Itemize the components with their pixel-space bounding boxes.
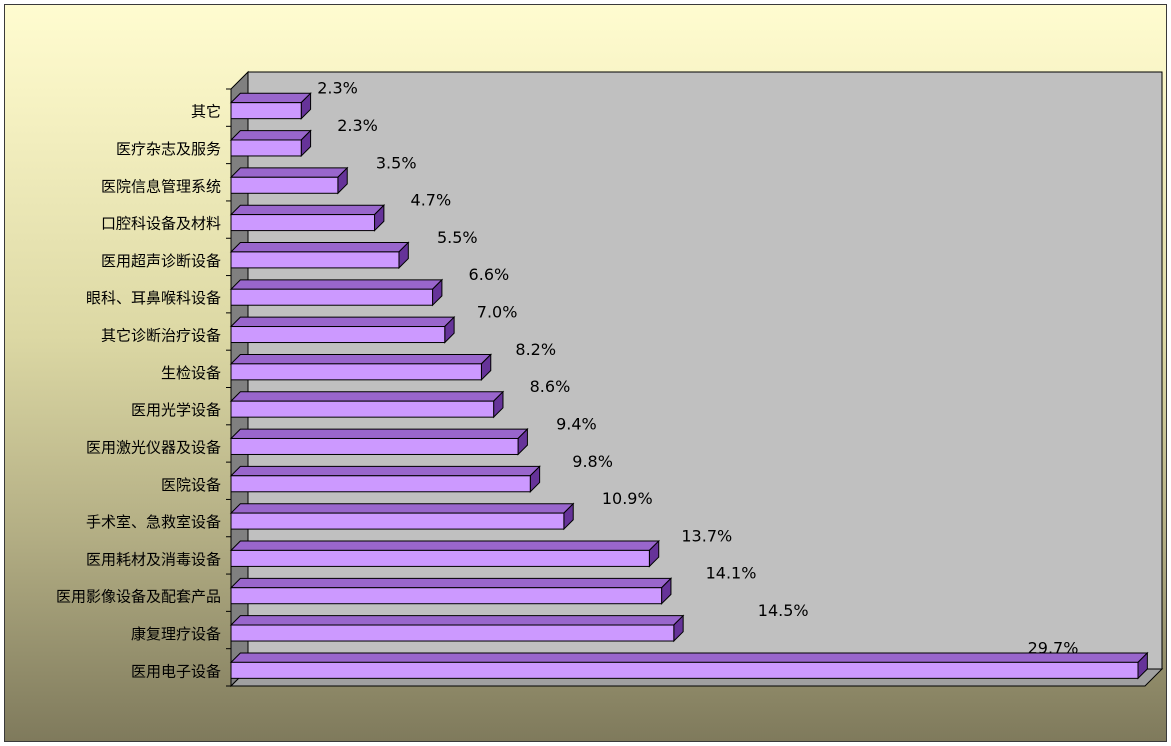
bar-5 bbox=[229, 465, 541, 493]
bar-front-face bbox=[230, 512, 565, 530]
category-label: 医用光学设备 bbox=[131, 401, 221, 419]
category-label: 医用超声诊断设备 bbox=[101, 252, 221, 270]
bar-top-face bbox=[229, 242, 410, 253]
category-label: 眼科、耳鼻喉科设备 bbox=[86, 289, 221, 307]
bar-10 bbox=[229, 278, 444, 307]
bar-11 bbox=[229, 241, 410, 270]
category-label: 医用耗材及消毒设备 bbox=[86, 550, 221, 568]
value-label: 6.6% bbox=[469, 265, 510, 284]
bar-8 bbox=[229, 353, 492, 382]
value-label: 4.7% bbox=[411, 191, 452, 210]
bar-6 bbox=[229, 427, 529, 456]
bar-front-face bbox=[230, 549, 650, 567]
chart-bars bbox=[229, 92, 1149, 680]
bar-front-face bbox=[230, 214, 376, 232]
bar-front-face bbox=[230, 363, 482, 381]
category-label: 口腔科设备及材料 bbox=[101, 215, 221, 233]
bar-13 bbox=[229, 166, 349, 195]
value-label: 10.9% bbox=[602, 489, 653, 508]
bar-15 bbox=[229, 92, 312, 120]
value-label: 5.5% bbox=[437, 228, 478, 247]
category-label: 医疗杂志及服务 bbox=[116, 140, 221, 158]
category-label: 其它诊断治疗设备 bbox=[101, 327, 221, 345]
bar-3 bbox=[229, 539, 660, 568]
bar-top-face bbox=[229, 130, 312, 141]
bar-9 bbox=[229, 315, 456, 344]
bar-4 bbox=[229, 502, 575, 531]
category-label: 医用影像设备及配套产品 bbox=[56, 588, 221, 606]
bar-front-face bbox=[230, 587, 663, 605]
category-label: 医用激光仪器及设备 bbox=[86, 438, 221, 456]
category-label: 医院设备 bbox=[161, 476, 221, 494]
category-label: 其它 bbox=[191, 103, 221, 121]
bar-14 bbox=[229, 129, 312, 158]
category-label: 康复理疗设备 bbox=[131, 625, 221, 643]
category-label: 手术室、急救室设备 bbox=[86, 513, 221, 531]
value-label: 2.3% bbox=[317, 79, 358, 98]
bar-top-face bbox=[229, 316, 456, 328]
bar-top-face bbox=[229, 353, 492, 365]
value-label: 14.5% bbox=[758, 601, 809, 620]
value-label: 7.0% bbox=[477, 303, 518, 322]
bar-1 bbox=[229, 614, 685, 643]
value-label: 3.5% bbox=[376, 153, 417, 172]
value-label: 29.7% bbox=[1028, 638, 1079, 657]
bar-top-face bbox=[229, 92, 312, 104]
bar-top-face bbox=[229, 503, 575, 514]
bar-front-face bbox=[230, 176, 339, 194]
chart-frame: 医用电子设备 康复理疗设备 医用影像设备及配套产品 医用耗材及消毒设备 手术室、急救室设… bbox=[4, 4, 1167, 742]
category-label: 医院信息管理系统 bbox=[101, 177, 221, 195]
value-label: 2.3% bbox=[337, 116, 378, 135]
bar-top-face bbox=[229, 167, 349, 178]
bar-7 bbox=[229, 390, 505, 419]
value-label: 9.4% bbox=[556, 414, 597, 433]
bar-front-face bbox=[230, 661, 1139, 679]
category-label: 生检设备 bbox=[161, 364, 221, 382]
bar-0 bbox=[229, 651, 1149, 680]
bar-front-face bbox=[230, 102, 302, 120]
bar-top-face bbox=[229, 465, 541, 477]
bar-top-face bbox=[229, 391, 505, 402]
bar-front-face bbox=[230, 624, 675, 642]
bar-top-face bbox=[229, 652, 1149, 663]
bar-top-face bbox=[229, 540, 660, 551]
bar-top-face bbox=[229, 428, 529, 439]
bar-top-face bbox=[229, 577, 673, 589]
category-label: 医用电子设备 bbox=[131, 662, 221, 680]
value-label: 14.1% bbox=[706, 564, 757, 583]
bar-front-face bbox=[230, 288, 434, 306]
bar-12 bbox=[229, 204, 386, 232]
value-label: 13.7% bbox=[681, 526, 732, 545]
value-label: 9.8% bbox=[572, 452, 613, 471]
bar-2 bbox=[229, 577, 673, 605]
bar-front-face bbox=[230, 139, 302, 157]
bar-front-face bbox=[230, 326, 446, 344]
bar-front-face bbox=[230, 475, 531, 493]
bar-front-face bbox=[230, 437, 519, 455]
bar-top-face bbox=[229, 279, 444, 290]
bar-top-face bbox=[229, 615, 685, 626]
value-label: 8.2% bbox=[515, 340, 556, 359]
bar-front-face bbox=[230, 400, 495, 418]
value-label: 8.6% bbox=[530, 377, 571, 396]
bar-top-face bbox=[229, 204, 386, 216]
bar-front-face bbox=[230, 251, 400, 269]
